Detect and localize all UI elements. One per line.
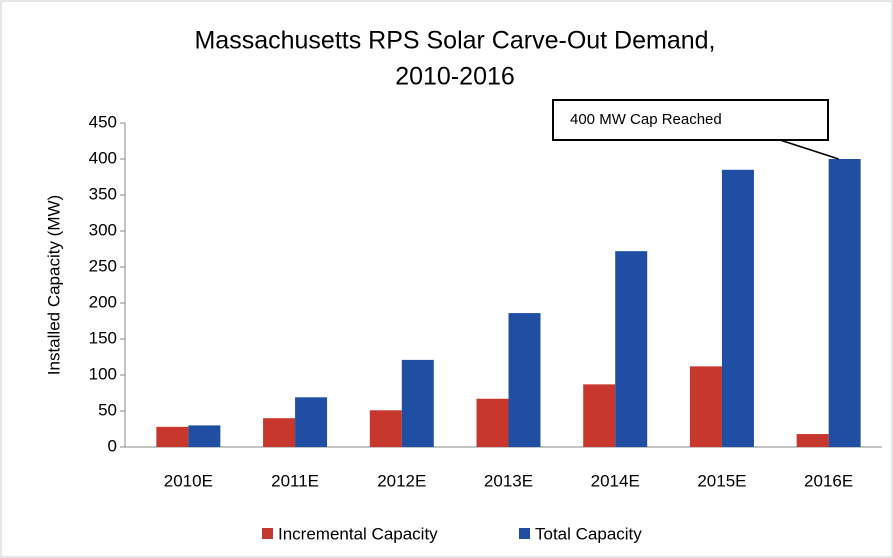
legend-swatch — [262, 528, 273, 539]
bar — [263, 418, 296, 447]
bar — [796, 434, 829, 447]
y-tick-label: 300 — [89, 220, 117, 239]
y-axis-label: Installed Capacity (MW) — [44, 195, 63, 375]
x-tick-label: 2015E — [697, 471, 746, 490]
chart-title: Massachusetts RPS Solar Carve-Out Demand… — [194, 27, 715, 55]
x-tick-label: 2016E — [804, 471, 853, 490]
y-tick-label: 400 — [89, 148, 117, 167]
x-tick-label: 2010E — [164, 471, 213, 490]
legend-label: Total Capacity — [535, 524, 642, 543]
bar — [689, 366, 722, 447]
bar — [615, 251, 648, 447]
x-tick-label: 2013E — [484, 471, 533, 490]
y-tick-label: 450 — [89, 112, 117, 131]
annotation-box — [552, 99, 829, 141]
bar — [401, 359, 434, 447]
y-tick-label: 0 — [108, 436, 117, 455]
legend-swatch — [519, 528, 530, 539]
bar — [508, 313, 541, 447]
y-tick-label: 50 — [98, 400, 117, 419]
y-tick-label: 100 — [89, 364, 117, 383]
annotation: 400 MW Cap Reached — [570, 111, 722, 128]
bar — [188, 425, 221, 447]
y-tick-label: 250 — [89, 256, 117, 275]
legend-label: Incremental Capacity — [278, 524, 438, 543]
bar — [721, 169, 754, 448]
x-tick-label: 2014E — [591, 471, 640, 490]
y-tick-label: 350 — [89, 184, 117, 203]
y-tick-label: 200 — [89, 292, 117, 311]
annotation-leader — [779, 139, 839, 160]
y-tick-label: 150 — [89, 328, 117, 347]
bar — [583, 384, 616, 447]
x-tick-label: 2011E — [271, 471, 319, 490]
x-tick-label: 2012E — [377, 471, 426, 490]
bar — [369, 410, 402, 447]
bar — [828, 159, 861, 447]
bar — [156, 426, 189, 447]
bar — [476, 398, 509, 447]
bar — [295, 397, 328, 447]
chart-title: 2010-2016 — [395, 63, 515, 91]
